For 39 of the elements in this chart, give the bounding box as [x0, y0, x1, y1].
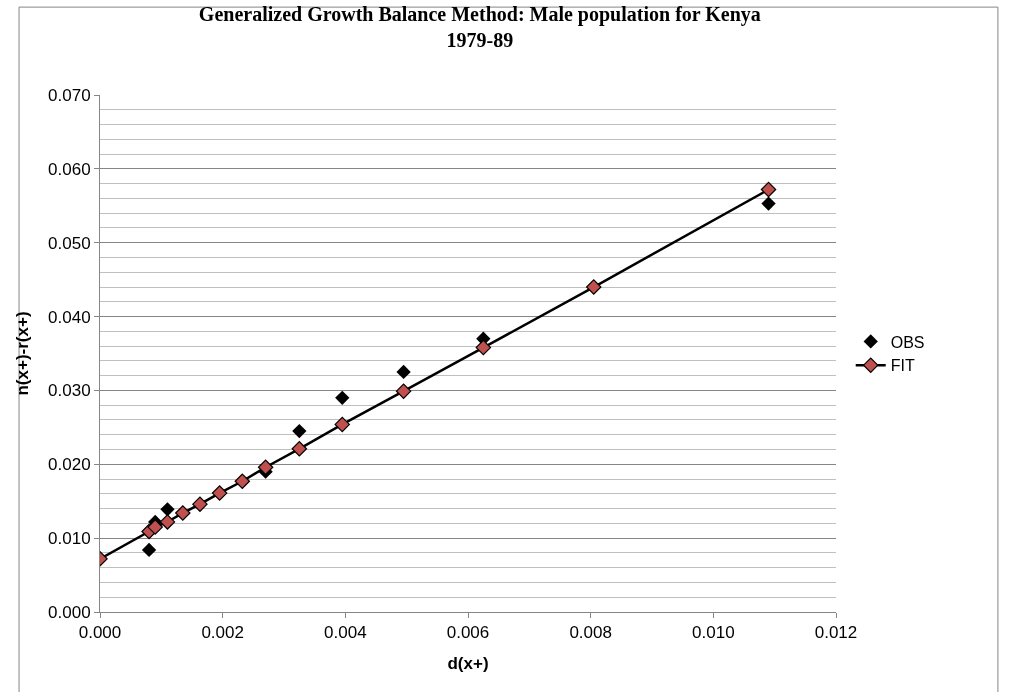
- x-tick-label: 0.012: [814, 623, 858, 643]
- point: [234, 473, 251, 490]
- x-tick-label: 0.000: [78, 623, 122, 643]
- x-axis-title: d(x+): [447, 653, 489, 673]
- y-tick-label: 0.020: [48, 455, 91, 475]
- point: [291, 441, 308, 457]
- point: [141, 542, 157, 558]
- y-tick-label: 0.060: [48, 159, 91, 179]
- x-tick-label: 0.002: [201, 623, 244, 643]
- point: [475, 339, 492, 356]
- legend-label: FIT: [890, 357, 915, 375]
- point: [334, 416, 351, 433]
- point: [760, 181, 777, 198]
- y-tick-label: 0.070: [48, 85, 91, 105]
- y-tick-label: 0.040: [48, 307, 91, 327]
- y-tick-label: 0.010: [48, 529, 91, 549]
- point: [211, 485, 228, 501]
- point: [192, 496, 208, 512]
- point: [585, 279, 602, 295]
- point: [159, 514, 176, 530]
- chart-title: Generalized Growth Balance Method: Male population for Kenya 1979-89: [198, 2, 761, 51]
- x-tick-label: 0.004: [324, 623, 367, 643]
- y-tick-label: 0.050: [48, 233, 91, 253]
- point: [396, 364, 411, 380]
- point: [395, 383, 412, 399]
- y-tick-label: 0.030: [48, 381, 91, 401]
- point: [292, 423, 307, 439]
- x-tick-label: 0.006: [446, 623, 490, 643]
- point: [147, 519, 163, 535]
- point: [335, 390, 350, 405]
- point: [160, 502, 175, 517]
- point: [257, 459, 274, 475]
- point: [761, 196, 776, 211]
- y-tick-label: 0.000: [48, 602, 91, 622]
- x-tick-label: 0.008: [569, 623, 612, 643]
- point: [175, 505, 191, 521]
- y-axis-title: n(x+)-r(x+): [12, 311, 32, 396]
- legend-label: OBS: [890, 333, 925, 351]
- x-tick-label: 0.010: [692, 623, 735, 643]
